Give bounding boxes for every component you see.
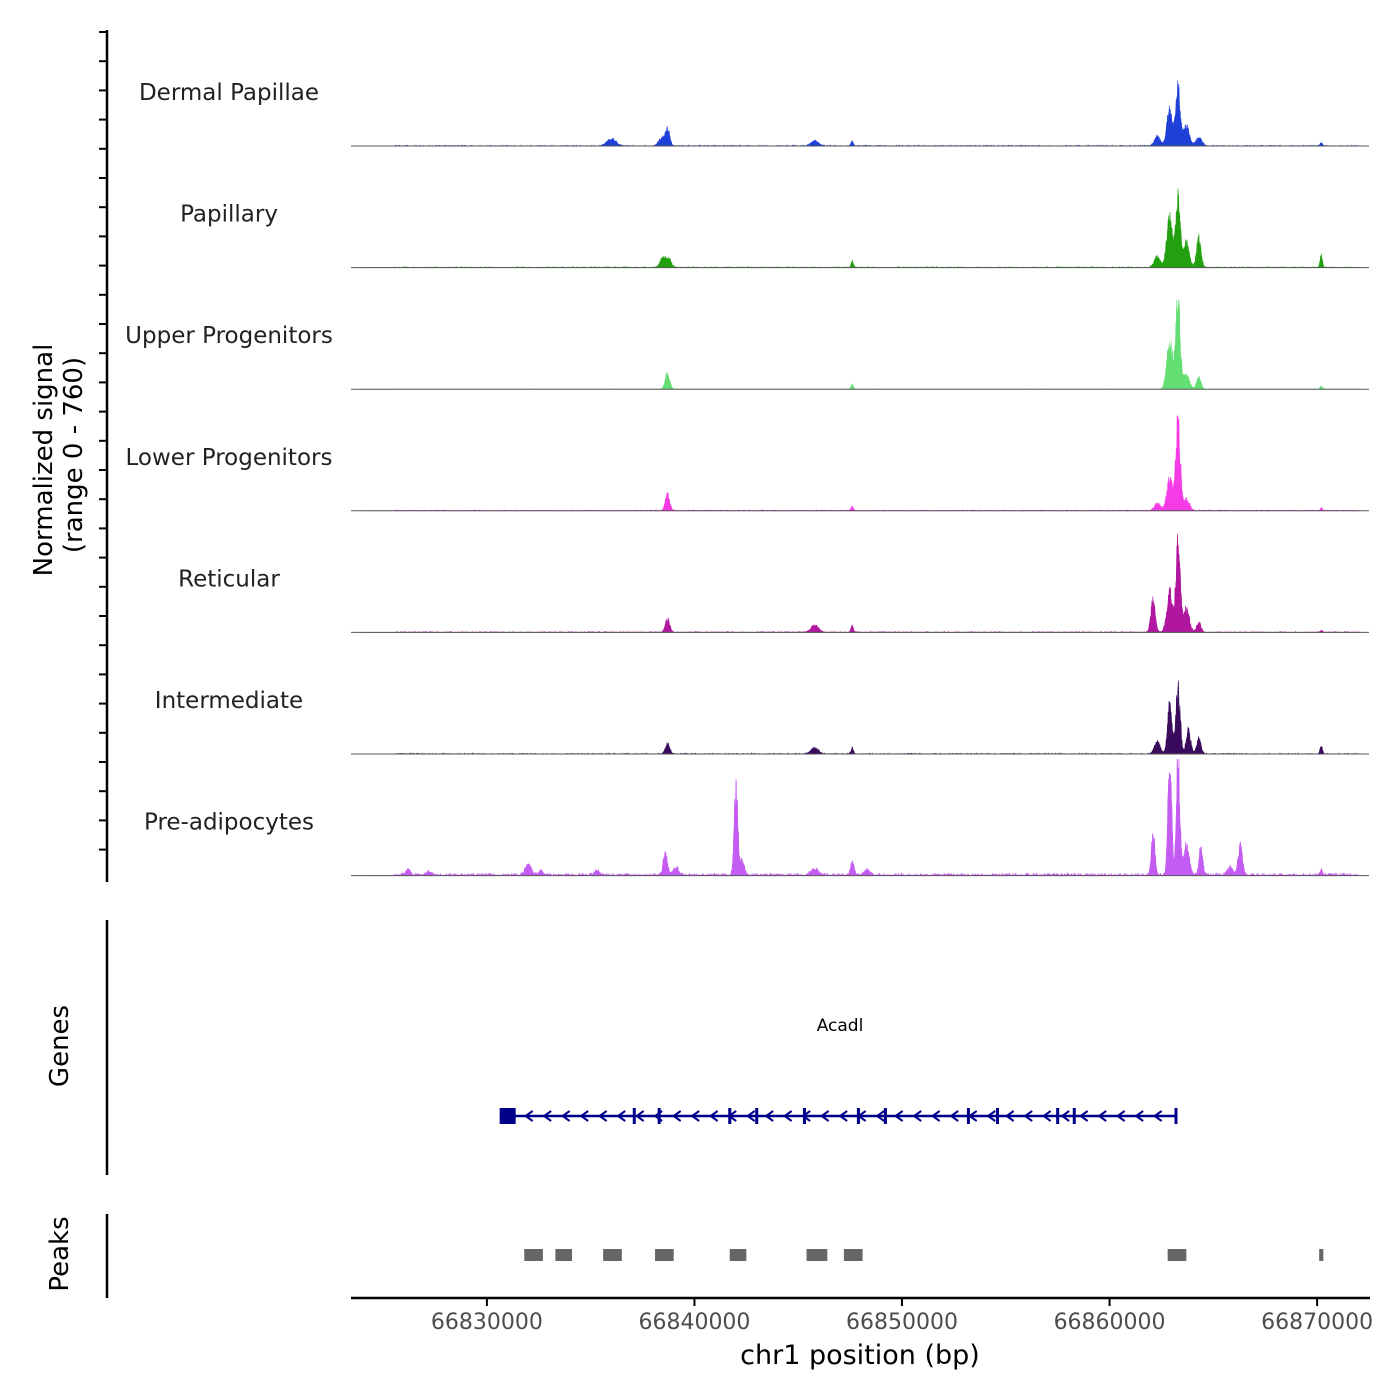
gene-model [499,1108,1178,1124]
peak-region [1319,1249,1324,1261]
strand-arrow [838,1110,848,1122]
x-axis-label: chr1 position (bp) [740,1340,980,1371]
signal-area [362,533,1359,634]
gene-exon [802,1108,806,1124]
peak-region [843,1249,863,1261]
signal-tracks: Dermal Papillae Papillary Upper Progenitor… [125,80,1369,877]
gene-exon [966,1108,970,1124]
peak-region [806,1249,828,1261]
strand-arrow [782,1110,793,1122]
signal-track: Upper Progenitors [125,299,1369,390]
strand-arrow [930,1110,941,1122]
track-label: Dermal Papillae [139,80,319,106]
strand-arrow [1078,1110,1089,1122]
gene-exon [883,1108,887,1124]
strand-arrow [1041,1110,1052,1122]
peak-region [524,1249,543,1261]
signal-area [362,80,1359,147]
strand-arrow [875,1110,885,1122]
strand-arrow [560,1110,571,1122]
strand-arrow [819,1110,830,1122]
strand-arrow [597,1110,608,1122]
track-label: Reticular [178,566,280,592]
signal-track: Pre-adipocytes [144,758,1369,877]
signal-axis-ticks [99,31,107,851]
strand-arrow [949,1110,959,1122]
gene-exon [856,1108,860,1124]
track-label: Upper Progenitors [125,323,333,349]
gene-exon [1174,1108,1178,1124]
peak-region [1167,1249,1187,1261]
signal-track: Dermal Papillae [139,80,1369,147]
gene-utr-block [499,1108,516,1124]
signal-axis-range-label: (range 0 - 760) [59,357,89,553]
strand-arrow [579,1110,589,1122]
strand-arrow [893,1110,904,1122]
peak-region [655,1249,674,1261]
signal-track: Lower Progenitors [126,415,1369,512]
strand-arrow [542,1110,552,1122]
strand-arrow [671,1110,682,1122]
signal-area [362,188,1359,269]
signal-area [362,758,1359,877]
gene-exon [632,1108,636,1124]
peaks-panel: Peaks [45,1214,1324,1298]
gene-exon [1072,1108,1076,1124]
peak-regions [524,1249,1324,1261]
strand-arrow [1004,1110,1015,1122]
x-axis: 66830000 66840000 66850000 66860000 66870000… [351,1296,1373,1371]
peak-region [555,1249,573,1261]
strand-arrow [764,1110,774,1122]
gene-exon [1056,1108,1060,1124]
signal-track: Papillary [180,188,1369,269]
x-axis-ticks: 66830000 66840000 66850000 66860000 66870000 [431,1298,1373,1335]
peak-region [729,1249,747,1261]
genes-panel: Genes Acadl [45,920,1178,1175]
strand-arrow [986,1110,996,1122]
strand-arrow [523,1110,534,1122]
x-tick-label: 66840000 [638,1310,750,1335]
strand-arrow [1060,1110,1070,1122]
track-label: Lower Progenitors [126,445,333,471]
signal-track: Intermediate [155,680,1369,755]
x-tick-label: 66860000 [1054,1310,1166,1335]
strand-arrow [912,1110,922,1122]
strand-arrow [708,1110,719,1122]
strand-arrow [616,1110,626,1122]
strand-arrow [1097,1110,1107,1122]
gene-exon [995,1108,999,1124]
strand-arrow [745,1110,756,1122]
signal-area [362,415,1359,512]
track-label: Pre-adipocytes [144,810,314,836]
strand-arrow [1115,1110,1126,1122]
signal-panel: Normalized signal (range 0 - 760) Dermal… [29,30,1369,882]
genes-axis-label: Genes [45,1005,75,1087]
x-tick-label: 66830000 [431,1310,543,1335]
strand-arrow [1023,1110,1033,1122]
strand-arrow [634,1110,645,1122]
gene-exon [657,1108,661,1124]
peaks-axis-label: Peaks [45,1216,75,1291]
strand-arrow [1134,1110,1144,1122]
signal-axis-label: Normalized signal [29,344,59,577]
x-tick-label: 66870000 [1261,1310,1373,1335]
gene-exon [755,1108,759,1124]
strand-arrow [1152,1110,1163,1122]
signal-area [362,680,1359,755]
signal-area [362,299,1359,390]
track-label: Papillary [180,202,278,228]
gene-label: Acadl [817,1016,864,1036]
x-tick-label: 66850000 [846,1310,958,1335]
strand-arrow [690,1110,700,1122]
peak-region [603,1249,622,1261]
gene-exon [728,1108,732,1124]
signal-track: Reticular [178,533,1369,634]
track-label: Intermediate [155,688,303,714]
